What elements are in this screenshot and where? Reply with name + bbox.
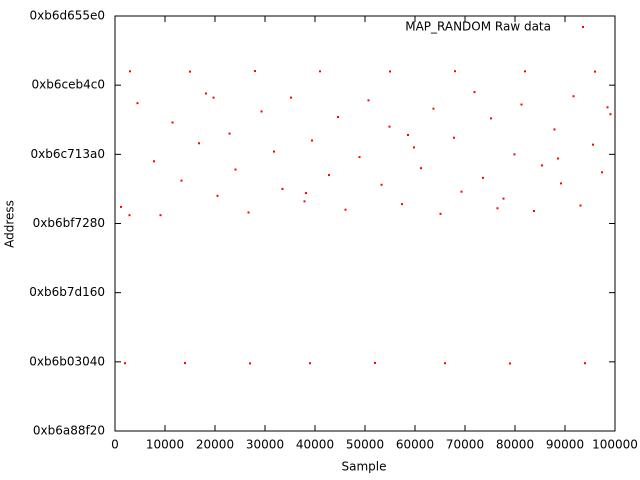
point (572, 95, 575, 98)
legend-label: MAP_RANDOM Raw data (405, 20, 551, 34)
y-tick-label: 0xb6bf7280 (33, 216, 105, 230)
point (249, 362, 251, 365)
point (129, 70, 131, 73)
point (228, 132, 231, 135)
point (180, 179, 183, 182)
point (432, 107, 435, 110)
point (533, 210, 535, 213)
point (290, 96, 292, 99)
point (337, 115, 339, 118)
point (407, 133, 409, 136)
point (254, 70, 256, 73)
x-tick-label: 80000 (496, 438, 534, 452)
point (502, 197, 505, 200)
x-tick-label: 30000 (246, 438, 284, 452)
y-tick-label: 0xb6d655e0 (29, 9, 105, 23)
point (281, 187, 284, 190)
point (303, 200, 306, 203)
plot-frame (114, 15, 616, 432)
point (388, 125, 391, 128)
point (389, 70, 391, 73)
point (594, 70, 596, 73)
point (234, 168, 237, 171)
legend-marker (582, 26, 584, 28)
point (189, 70, 191, 73)
point (601, 171, 603, 174)
x-tick-label: 90000 (546, 438, 584, 452)
point (524, 70, 526, 73)
y-tick-label: 0xb6c713a0 (31, 147, 105, 161)
x-tick-label: 40000 (296, 438, 334, 452)
x-tick-label: 50000 (346, 438, 384, 452)
point (413, 146, 415, 149)
y-tick-label: 0xb6a88f20 (33, 424, 105, 438)
point (380, 183, 383, 186)
point (482, 176, 484, 179)
point (344, 208, 347, 211)
point (609, 113, 612, 116)
point (541, 164, 543, 167)
x-tick-label: 0 (111, 438, 119, 452)
point (184, 362, 186, 365)
x-tick-label: 70000 (446, 438, 484, 452)
y-axis-label: Address (3, 200, 17, 248)
point (358, 156, 361, 159)
point (319, 70, 321, 73)
y-tick-label: 0xb6b7d160 (29, 285, 105, 299)
point (247, 211, 250, 214)
point (520, 103, 523, 106)
point (557, 157, 559, 160)
point (496, 207, 499, 210)
point (460, 190, 463, 193)
point (592, 143, 594, 146)
x-axis-label: Sample (342, 460, 387, 474)
point (420, 167, 422, 170)
x-tick-label: 20000 (196, 438, 234, 452)
point (367, 99, 370, 102)
point (328, 174, 330, 177)
x-tick-label: 100000 (592, 438, 638, 452)
point (128, 214, 131, 217)
point (198, 142, 200, 145)
point (453, 136, 455, 139)
y-tick-label: 0xb6b03040 (29, 354, 105, 368)
point (454, 70, 456, 73)
point (606, 106, 609, 109)
point (205, 92, 207, 95)
point (305, 192, 307, 195)
point (309, 362, 311, 365)
point (401, 203, 403, 206)
x-tick-label: 10000 (146, 438, 184, 452)
point (136, 102, 139, 105)
point (260, 110, 263, 113)
x-tick-label: 60000 (396, 438, 434, 452)
point (560, 182, 562, 185)
point (273, 150, 275, 153)
point (374, 361, 376, 364)
point (120, 205, 122, 208)
point (153, 160, 155, 163)
point (553, 128, 556, 131)
point (124, 362, 126, 365)
point (439, 212, 442, 215)
point (311, 139, 313, 142)
point (216, 194, 219, 197)
y-tick-label: 0xb6ceb4c0 (32, 78, 105, 92)
point (159, 214, 162, 217)
point (490, 117, 492, 120)
point (509, 362, 511, 365)
point (584, 362, 586, 365)
point (473, 91, 476, 94)
point (579, 204, 582, 207)
point (212, 96, 215, 99)
point (444, 362, 446, 365)
point (513, 153, 516, 156)
point (171, 121, 174, 124)
